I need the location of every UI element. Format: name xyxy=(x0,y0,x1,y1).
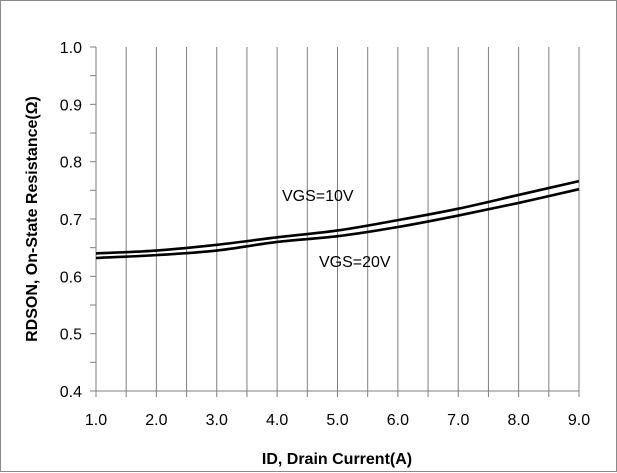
x-tick-label: 8.0 xyxy=(508,412,530,429)
series-label-vgs10: VGS=10V xyxy=(282,188,354,205)
series-layer xyxy=(95,179,580,260)
y-tick-label: 0.9 xyxy=(60,97,82,114)
y-tick-label: 1.0 xyxy=(60,40,82,57)
series-label-vgs20: VGS=20V xyxy=(319,254,391,271)
x-tick-label: 3.0 xyxy=(206,412,228,429)
y-tick-label: 0.5 xyxy=(60,327,82,344)
x-tick-label: 6.0 xyxy=(387,412,409,429)
series-line-vgs20 xyxy=(95,187,580,260)
x-tick-label: 9.0 xyxy=(568,412,590,429)
x-tick-label: 2.0 xyxy=(145,412,167,429)
y-axis-title: RDSON, On-State Resistance(Ω) xyxy=(24,96,41,342)
y-tick-label: 0.8 xyxy=(60,155,82,172)
y-tick-label: 0.7 xyxy=(60,212,82,229)
x-axis-title: ID, Drain Current(A) xyxy=(262,451,412,468)
x-tick-label: 4.0 xyxy=(266,412,288,429)
grid-layer xyxy=(90,46,580,397)
tick-layer: 0.4 0.5 0.6 0.7 0.8 0.9 1.0 1.0 2.0 3.0 4.0 5.0 6.0 7… xyxy=(60,40,590,429)
x-tick-label: 5.0 xyxy=(326,412,348,429)
y-tick-label: 0.4 xyxy=(60,384,82,401)
x-tick-label: 7.0 xyxy=(447,412,469,429)
series-line-vgs10 xyxy=(95,179,580,255)
y-tick-label: 0.6 xyxy=(60,269,82,286)
x-tick-label: 1.0 xyxy=(85,412,107,429)
